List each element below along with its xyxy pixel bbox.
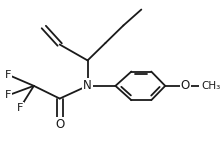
Text: O: O (180, 79, 190, 92)
Text: F: F (17, 103, 23, 113)
Text: F: F (5, 70, 11, 80)
Text: N: N (83, 79, 92, 92)
Text: CH₃: CH₃ (201, 81, 220, 91)
Text: F: F (5, 90, 11, 100)
Text: O: O (55, 118, 64, 131)
